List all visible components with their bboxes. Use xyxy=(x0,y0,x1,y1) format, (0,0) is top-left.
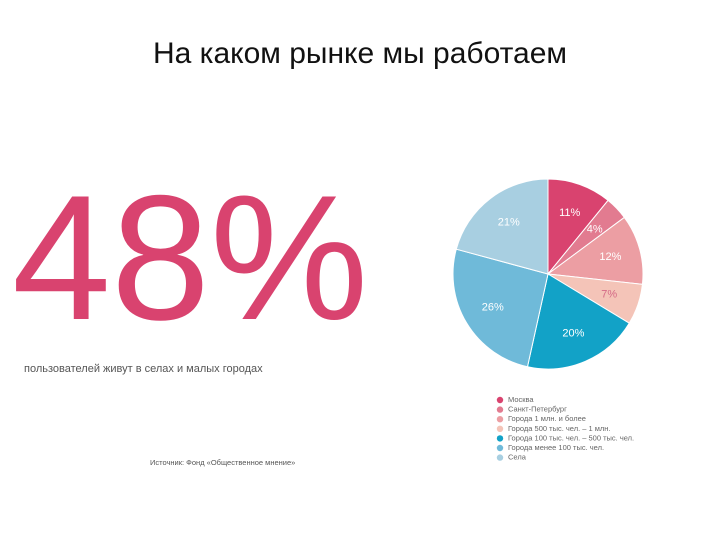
slice-label: 12% xyxy=(599,251,621,263)
pie-slice xyxy=(455,178,549,275)
legend-label: Села xyxy=(508,453,527,462)
slice-label: 21% xyxy=(498,217,520,229)
legend-label: Санкт-Петербург xyxy=(508,405,567,414)
slice-label: 11% xyxy=(559,207,580,219)
slice-label: 26% xyxy=(482,301,504,313)
slice-label: 4% xyxy=(587,223,603,235)
pie-slice xyxy=(546,216,644,285)
legend-swatch xyxy=(496,416,504,423)
legend-swatch xyxy=(496,454,504,461)
slice-label: 7% xyxy=(601,289,617,301)
legend-label: Города 1 млн. и более xyxy=(508,414,586,423)
headline: 48% xyxy=(12,158,368,357)
legend-swatch xyxy=(496,406,504,413)
legend-swatch xyxy=(496,425,504,432)
pie-slice xyxy=(526,273,630,370)
legend-swatch xyxy=(496,435,504,442)
source: Источник: Фонд «Общественное мнение» xyxy=(150,458,295,467)
caption: пользователей живут в селах и малых горо… xyxy=(24,363,263,375)
pie-slice xyxy=(452,248,549,368)
legend-label: Города 500 тыс. чел. – 1 млн. xyxy=(508,424,611,433)
legend-swatch xyxy=(496,444,504,452)
slide-title: На каком рынке мы работаем xyxy=(153,37,567,70)
legend-label: Города менее 100 тыс. чел. xyxy=(508,443,604,452)
legend-swatch xyxy=(496,396,504,404)
legend-label: Города 100 тыс. чел. – 500 тыс. чел. xyxy=(508,433,634,442)
legend-label: Москва xyxy=(508,395,534,404)
pie-slice xyxy=(547,178,609,276)
slice-label: 20% xyxy=(562,327,584,339)
